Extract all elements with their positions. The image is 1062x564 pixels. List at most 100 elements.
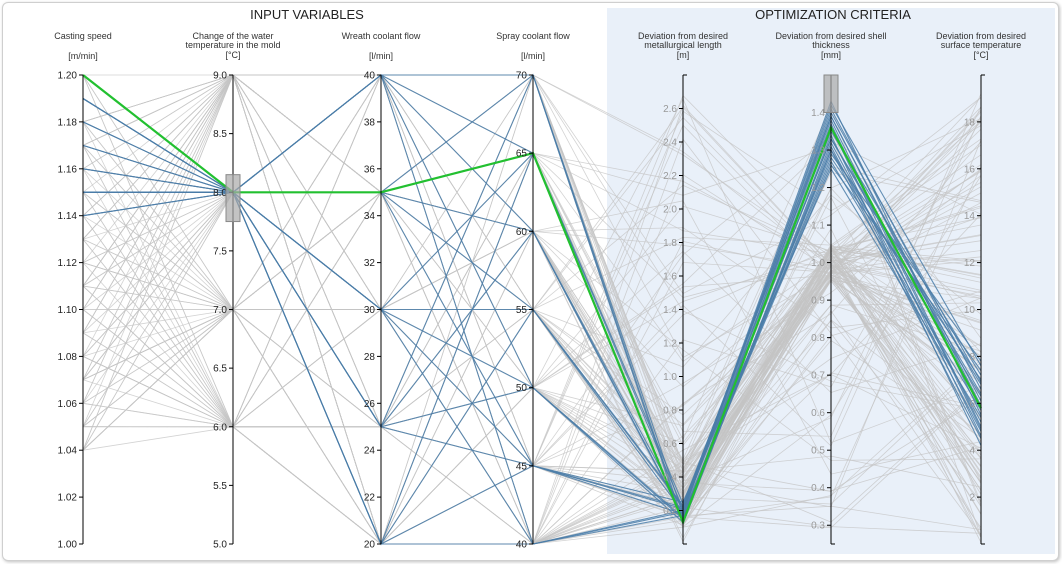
axis-dev-shell-thickness[interactable]: 0.3 0.4 0.5 0.6 0.7 0.8 0.9 1.0 1.1 1.2 1.3 1.4 Devi… bbox=[775, 31, 887, 545]
tick-label: 26 bbox=[364, 399, 376, 410]
tick-label: 10 bbox=[964, 305, 976, 316]
tick-label: 0.2 bbox=[663, 506, 677, 517]
tick-label: 6.5 bbox=[213, 364, 227, 375]
tick-label: 0.5 bbox=[811, 446, 825, 457]
axis-water-temp-change[interactable]: 5.0 5.5 6.0 6.5 7.0 7.5 8.0 8.5 9.0 Change of the… bbox=[185, 31, 280, 551]
tick-label: 1.1 bbox=[811, 221, 825, 232]
axis-brush[interactable] bbox=[823, 74, 839, 114]
tick-label: 1.04 bbox=[58, 446, 78, 457]
tick-label: 2 bbox=[969, 493, 975, 504]
tick-label: 5.0 bbox=[213, 540, 227, 551]
tick-label: 4 bbox=[969, 446, 975, 457]
tick-label: 1.16 bbox=[58, 164, 78, 175]
tick-label: 24 bbox=[364, 446, 376, 457]
tick-label: 18 bbox=[964, 117, 976, 128]
axis-title: Deviation from desired shell bbox=[775, 31, 886, 41]
tick-label: 6.0 bbox=[213, 422, 227, 433]
tick-label: 0.8 bbox=[663, 406, 677, 417]
tick-label: 1.12 bbox=[58, 258, 78, 269]
axis-title-line2: surface temperature bbox=[941, 40, 1022, 50]
tick-label: 30 bbox=[364, 305, 376, 316]
axis-title: Change of the water bbox=[192, 31, 273, 41]
tick-label: 0.4 bbox=[811, 483, 825, 494]
tick-label: 16 bbox=[964, 164, 976, 175]
tick-label: 1.20 bbox=[58, 71, 78, 82]
tick-label: 0.4 bbox=[663, 473, 677, 484]
tick-label: 36 bbox=[364, 164, 376, 175]
tick-label: 45 bbox=[516, 461, 528, 472]
tick-label: 50 bbox=[516, 383, 528, 394]
tick-label: 1.3 bbox=[811, 146, 825, 157]
tick-label: 40 bbox=[516, 540, 528, 551]
tick-label: 1.0 bbox=[811, 258, 825, 269]
tick-label: 55 bbox=[516, 305, 528, 316]
axis-title: Deviation from desired bbox=[936, 31, 1026, 41]
axis-casting-speed[interactable]: 1.00 1.02 1.04 1.06 1.08 1.10 1.12 1.14 1.16 1.18… bbox=[54, 31, 112, 551]
axis-dev-surface-temp[interactable]: 2 4 6 8 10 12 14 16 18 Deviation from desiredsurf… bbox=[936, 31, 1026, 545]
tick-label: 40 bbox=[364, 71, 376, 82]
axis-title-line2: temperature in the mold bbox=[185, 40, 280, 50]
tick-label: 1.4 bbox=[811, 108, 825, 119]
tick-label: 1.02 bbox=[58, 493, 78, 504]
axis-title: Deviation from desired bbox=[638, 31, 728, 41]
axis-unit: [m] bbox=[677, 50, 690, 60]
tick-label: 7.0 bbox=[213, 305, 227, 316]
tick-label: 32 bbox=[364, 258, 376, 269]
axis-unit: [l/min] bbox=[521, 51, 545, 61]
tick-label: 12 bbox=[964, 258, 976, 269]
tick-label: 0.9 bbox=[811, 296, 825, 307]
tick-label: 2.4 bbox=[663, 138, 677, 149]
optimization-criteria-title: OPTIMIZATION CRITERIA bbox=[755, 7, 911, 22]
tick-label: 2.6 bbox=[663, 104, 677, 115]
tick-label: 7.5 bbox=[213, 246, 227, 257]
tick-label: 8.5 bbox=[213, 129, 227, 140]
tick-label: 6 bbox=[969, 399, 975, 410]
tick-label: 1.10 bbox=[58, 305, 78, 316]
tick-label: 1.08 bbox=[58, 352, 78, 363]
tick-label: 1.4 bbox=[663, 305, 677, 316]
tick-label: 0.7 bbox=[811, 371, 825, 382]
tick-label: 2.0 bbox=[663, 205, 677, 216]
input-variables-title: INPUT VARIABLES bbox=[250, 7, 364, 22]
tick-label: 34 bbox=[364, 211, 376, 222]
tick-label: 1.18 bbox=[58, 117, 78, 128]
tick-label: 0.6 bbox=[663, 439, 677, 450]
tick-label: 14 bbox=[964, 211, 976, 222]
tick-label: 1.14 bbox=[58, 211, 78, 222]
tick-label: 65 bbox=[516, 149, 528, 160]
axis-dev-metallurgical-length[interactable]: 0.2 0.4 0.6 0.8 1.0 1.2 1.4 1.6 1.8 2.0 2.2 2.4 2.6 D… bbox=[638, 31, 728, 545]
tick-label: 1.8 bbox=[663, 238, 677, 249]
axis-unit: [m/min] bbox=[68, 51, 98, 61]
parallel-coordinates-chart: 1.001.021.041.061.081.101.121.141.161.18… bbox=[54, 7, 1055, 554]
tick-label: 20 bbox=[364, 540, 376, 551]
tick-label: 1.00 bbox=[58, 540, 78, 551]
tick-label: 1.2 bbox=[811, 183, 825, 194]
tick-label: 28 bbox=[364, 352, 376, 363]
tick-label: 22 bbox=[364, 493, 376, 504]
tick-label: 9.0 bbox=[213, 71, 227, 82]
tick-label: 1.6 bbox=[663, 272, 677, 283]
tick-label: 8.0 bbox=[213, 188, 227, 199]
tick-label: 1.0 bbox=[663, 372, 677, 383]
tick-label: 0.6 bbox=[811, 408, 825, 419]
tick-label: 2.2 bbox=[663, 171, 677, 182]
axis-unit: [°C] bbox=[225, 50, 240, 60]
tick-label: 38 bbox=[364, 117, 376, 128]
axis-title: Casting speed bbox=[54, 31, 112, 41]
axis-unit: [l/min] bbox=[369, 51, 393, 61]
tick-label: 0.8 bbox=[811, 333, 825, 344]
axis-brush[interactable] bbox=[225, 174, 241, 223]
tick-label: 5.5 bbox=[213, 481, 227, 492]
axis-title: Spray coolant flow bbox=[496, 31, 570, 41]
axis-wreath-coolant-flow[interactable]: 20 22 24 26 28 30 32 34 36 38 40 Wreath coolant flo… bbox=[342, 31, 421, 551]
axis-spray-coolant-flow[interactable]: 40 45 50 55 60 65 70 Spray coolant flow [l/min] bbox=[496, 31, 570, 551]
axis-title-line2: thickness bbox=[812, 40, 850, 50]
axis-unit: [mm] bbox=[821, 50, 841, 60]
tick-label: 60 bbox=[516, 227, 528, 238]
tick-label: 1.06 bbox=[58, 399, 78, 410]
axes: 1.001.021.041.061.081.101.121.141.161.18… bbox=[54, 31, 1026, 551]
tick-label: 1.2 bbox=[663, 339, 677, 350]
tick-label: 0.3 bbox=[811, 521, 825, 532]
tick-label: 70 bbox=[516, 71, 528, 82]
